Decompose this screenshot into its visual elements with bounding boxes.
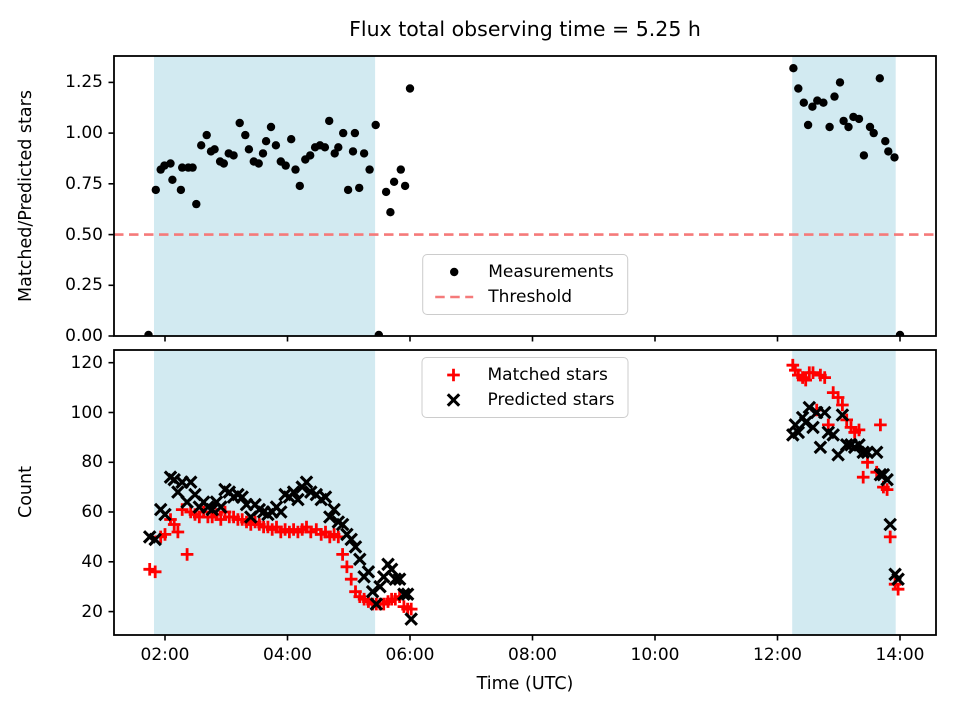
legend-bottom: Matched stars Predicted stars [421,357,629,418]
y-tick-label: 1.00 [65,123,103,144]
legend-marker-dot-icon [450,267,459,277]
y-tick-label: 0.25 [65,275,103,296]
legend-label: Threshold [488,287,572,307]
x-tick-label: 10:00 [630,645,680,665]
legend-marker-plus-icon [447,368,460,382]
legend-label: Matched stars [487,365,608,385]
legend-item: Predicted stars [433,390,615,410]
x-tick-label: 04:00 [263,645,312,665]
y-tick-label: 120 [70,352,103,373]
legend-item: Threshold [433,287,614,307]
x-axis-label: Time (UTC) [476,674,574,694]
y-tick-label: 1.25 [65,72,103,93]
y-tick-label: 100 [70,402,103,423]
legend-label: Measurements [488,262,614,282]
y-tick-label: 0.00 [65,326,103,346]
series-predicted-stars [142,400,905,626]
y-tick-label: 0.75 [65,173,103,194]
y-tick-label: 0.50 [65,224,103,245]
y-tick-label: 80 [81,452,103,473]
plot-title: Flux total observing time = 5.25 h [349,17,701,41]
legend-label: Predicted stars [487,390,615,410]
y-tick-label: 20 [81,601,103,622]
x-tick-label: 12:00 [753,645,802,665]
legend-top: Measurements Threshold [422,254,628,315]
series-measurements [144,63,905,336]
x-tick-label: 14:00 [875,645,925,665]
y-tick-label: 60 [81,502,103,522]
observing-window-shade [154,350,376,635]
observing-window-shade [792,350,896,635]
observing-window-shade [792,56,896,336]
x-tick-label: 06:00 [385,645,435,665]
observing-window-shade [154,56,376,336]
legend-marker-dash-icon [435,295,474,299]
axes-spines [113,349,937,636]
axes-spines [113,55,937,337]
y-tick-label: 40 [81,551,103,572]
legend-marker-x-icon [446,393,461,407]
legend-item: Measurements [433,262,614,282]
x-tick-label: 02:00 [140,645,190,665]
legend-item: Matched stars [433,365,615,385]
x-tick-label: 08:00 [508,645,557,665]
